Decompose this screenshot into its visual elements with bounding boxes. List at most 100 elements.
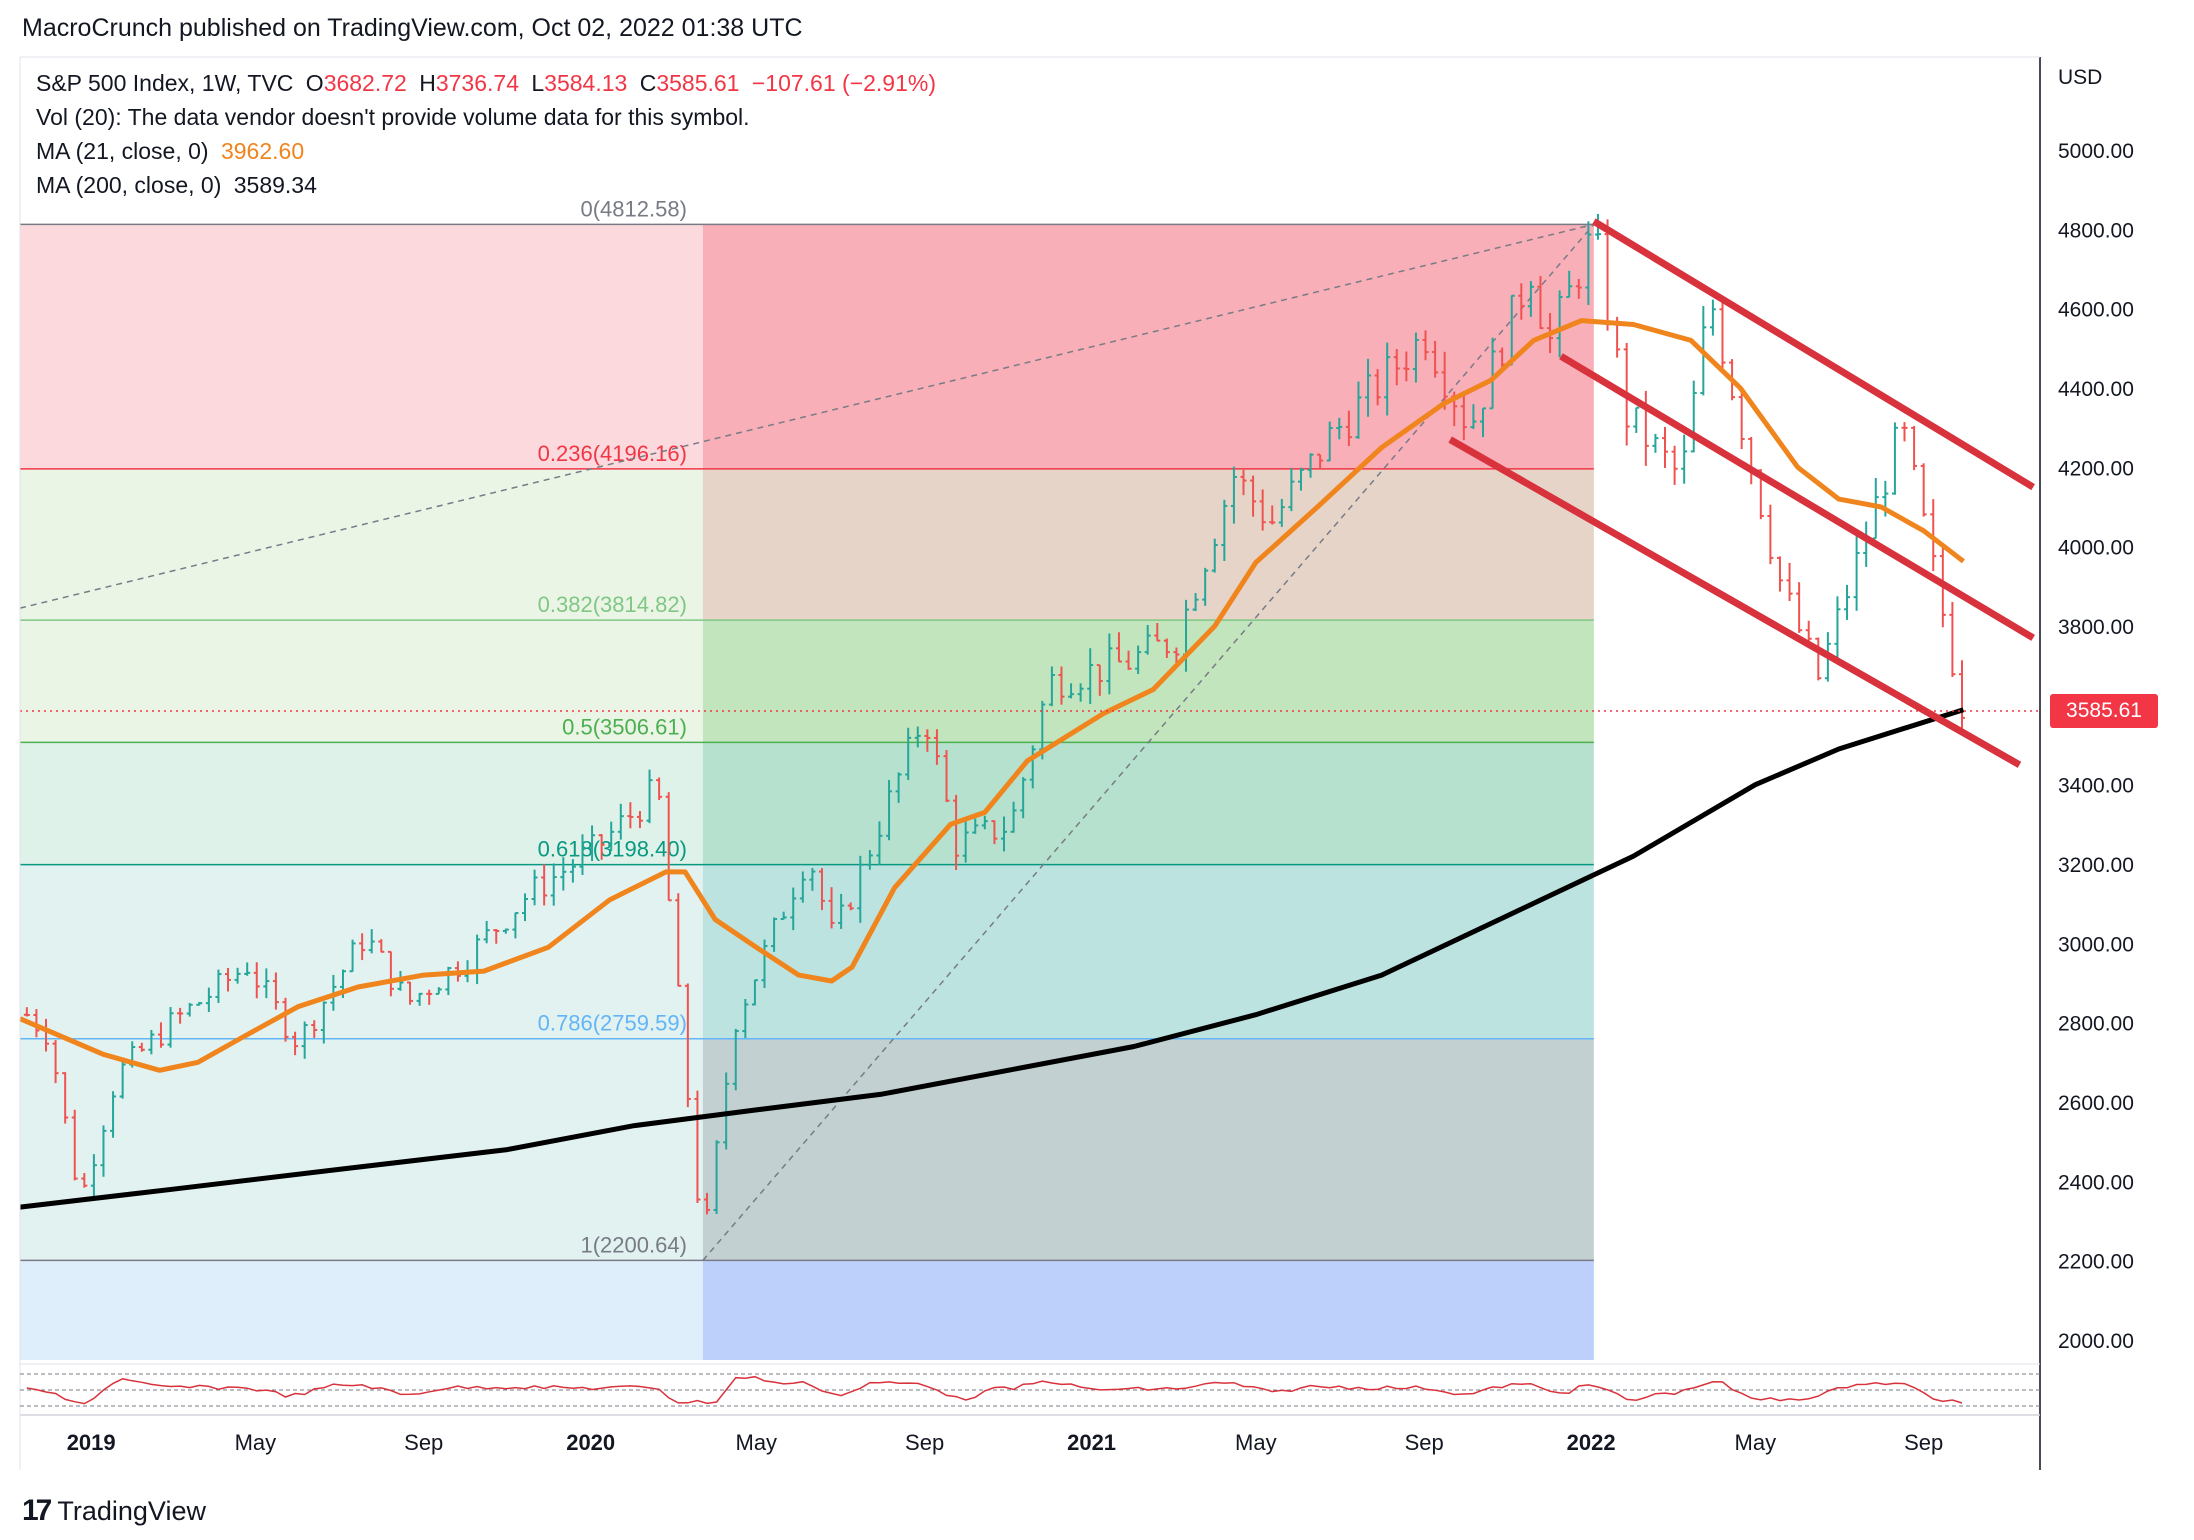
ohlc-bar [828,887,835,929]
ohlc-bar [1288,467,1295,512]
ohlc-bar [138,1042,145,1052]
ohlc-bar [790,887,797,931]
ohlc-bar [1307,453,1314,478]
tradingview-logo-text: TradingView [57,1495,206,1526]
ohlc-bar [809,868,816,891]
ohlc-bar [1489,337,1496,410]
y-tick-label: 2200.00 [2058,1251,2134,1274]
ohlc-bar [110,1091,117,1138]
ohlc-bar [1125,650,1132,670]
fib-trend-extension [19,223,1595,609]
ohlc-bar [272,972,279,1010]
ohlc-bar [1230,466,1237,524]
ohlc-bar [167,1007,174,1048]
x-tick-label: Sep [905,1430,944,1455]
ohlc-bar [1566,270,1573,299]
ohlc-bar [1652,433,1659,453]
fib-zone [702,224,1594,469]
ohlc-bar [1278,498,1285,527]
ohlc-bar [301,1021,308,1059]
ohlc-bar [522,893,528,922]
fib-level-label: 0.382(3814.82) [538,592,687,617]
fib-zone [702,468,1594,621]
y-tick-label: 4000.00 [2058,537,2134,560]
ohlc-bar [713,1140,720,1215]
y-tick-label: 2800.00 [2058,1013,2134,1036]
ohlc-bar [962,818,969,863]
ohlc-bar [1211,538,1218,573]
ohlc-bar [1317,453,1324,470]
ohlc-bar [933,729,940,765]
legend-close-label: C [639,70,657,96]
fib-zone [702,1260,1594,1360]
x-tick-label: 2019 [67,1430,116,1455]
ohlc-bar [196,1001,203,1006]
ohlc-bar [905,727,912,781]
ohlc-bar [1374,369,1381,406]
legend-low: 3584.13 [544,70,628,96]
trend-channel-line[interactable] [1559,353,2035,641]
ohlc-bar [225,967,232,992]
ohlc-bar [1863,521,1870,567]
ohlc-bar [1422,330,1429,361]
ohlc-bar [771,917,778,952]
ohlc-bar [368,929,375,954]
ohlc-bar [541,864,548,906]
ohlc-bar [1163,638,1170,658]
ohlc-bar [838,893,845,929]
ohlc-bar [1671,445,1678,485]
ohlc-bar [1221,499,1228,561]
legend-close: 3585.61 [656,70,740,96]
ohlc-bar [646,769,653,824]
ohlc-bar [1020,777,1027,819]
ohlc-bar [656,777,663,801]
ohlc-bar [1115,632,1122,663]
ohlc-bar [1393,349,1400,386]
fib-level-label: 0.786(2759.59) [538,1011,687,1036]
oscillator-line [26,1375,1963,1405]
ohlc-bar [1432,340,1439,378]
ohlc-bar [1068,683,1075,699]
ohlc-bar [589,825,596,862]
ohlc-bar [263,968,270,999]
ohlc-bar [866,850,873,870]
ohlc-bar [1441,351,1448,410]
y-tick-label: 2600.00 [2058,1092,2134,1115]
ohlc-bar [1058,666,1065,705]
ohlc-bar [1106,633,1113,695]
y-tick-label: 4800.00 [2058,219,2134,242]
ohlc-bar [1786,562,1793,602]
ohlc-bar [1518,283,1525,320]
trend-channel-line[interactable] [1448,436,2022,768]
ohlc-bar [311,1020,318,1038]
x-tick-label: 2022 [1567,1430,1616,1455]
ohlc-bar [1681,434,1688,484]
ohlc-bar [560,857,567,891]
ohlc-bar [675,893,682,987]
x-tick-label: Sep [1904,1430,1943,1455]
fib-zone-extended [20,1038,703,1261]
ohlc-bar [1805,620,1812,644]
ohlc-bar [1633,406,1640,433]
ohlc-bar [943,750,950,803]
ohlc-bar [799,871,806,903]
ohlc-bar [1709,299,1716,336]
ohlc-bar [1135,645,1142,674]
ohlc-bar [1000,816,1007,852]
ohlc-bar [723,1072,730,1150]
trend-channel-line[interactable] [1592,218,2035,491]
ohlc-bar [895,772,902,803]
ohlc-bar [426,989,433,1005]
ohlc-bar [1250,475,1257,517]
ohlc-bar [148,1029,155,1055]
legend-ma21-label: MA (21, close, 0) [36,138,209,164]
ohlc-bar [636,811,643,829]
axis-unit-label[interactable]: USD [2058,66,2103,89]
y-tick-label: 5000.00 [2058,140,2134,163]
y-tick-label: 2000.00 [2058,1330,2134,1353]
ohlc-bar [359,933,366,961]
ohlc-bar [876,821,883,866]
ohlc-bar [598,834,605,860]
tradingview-logo[interactable]: 17 TradingView [22,1494,206,1528]
